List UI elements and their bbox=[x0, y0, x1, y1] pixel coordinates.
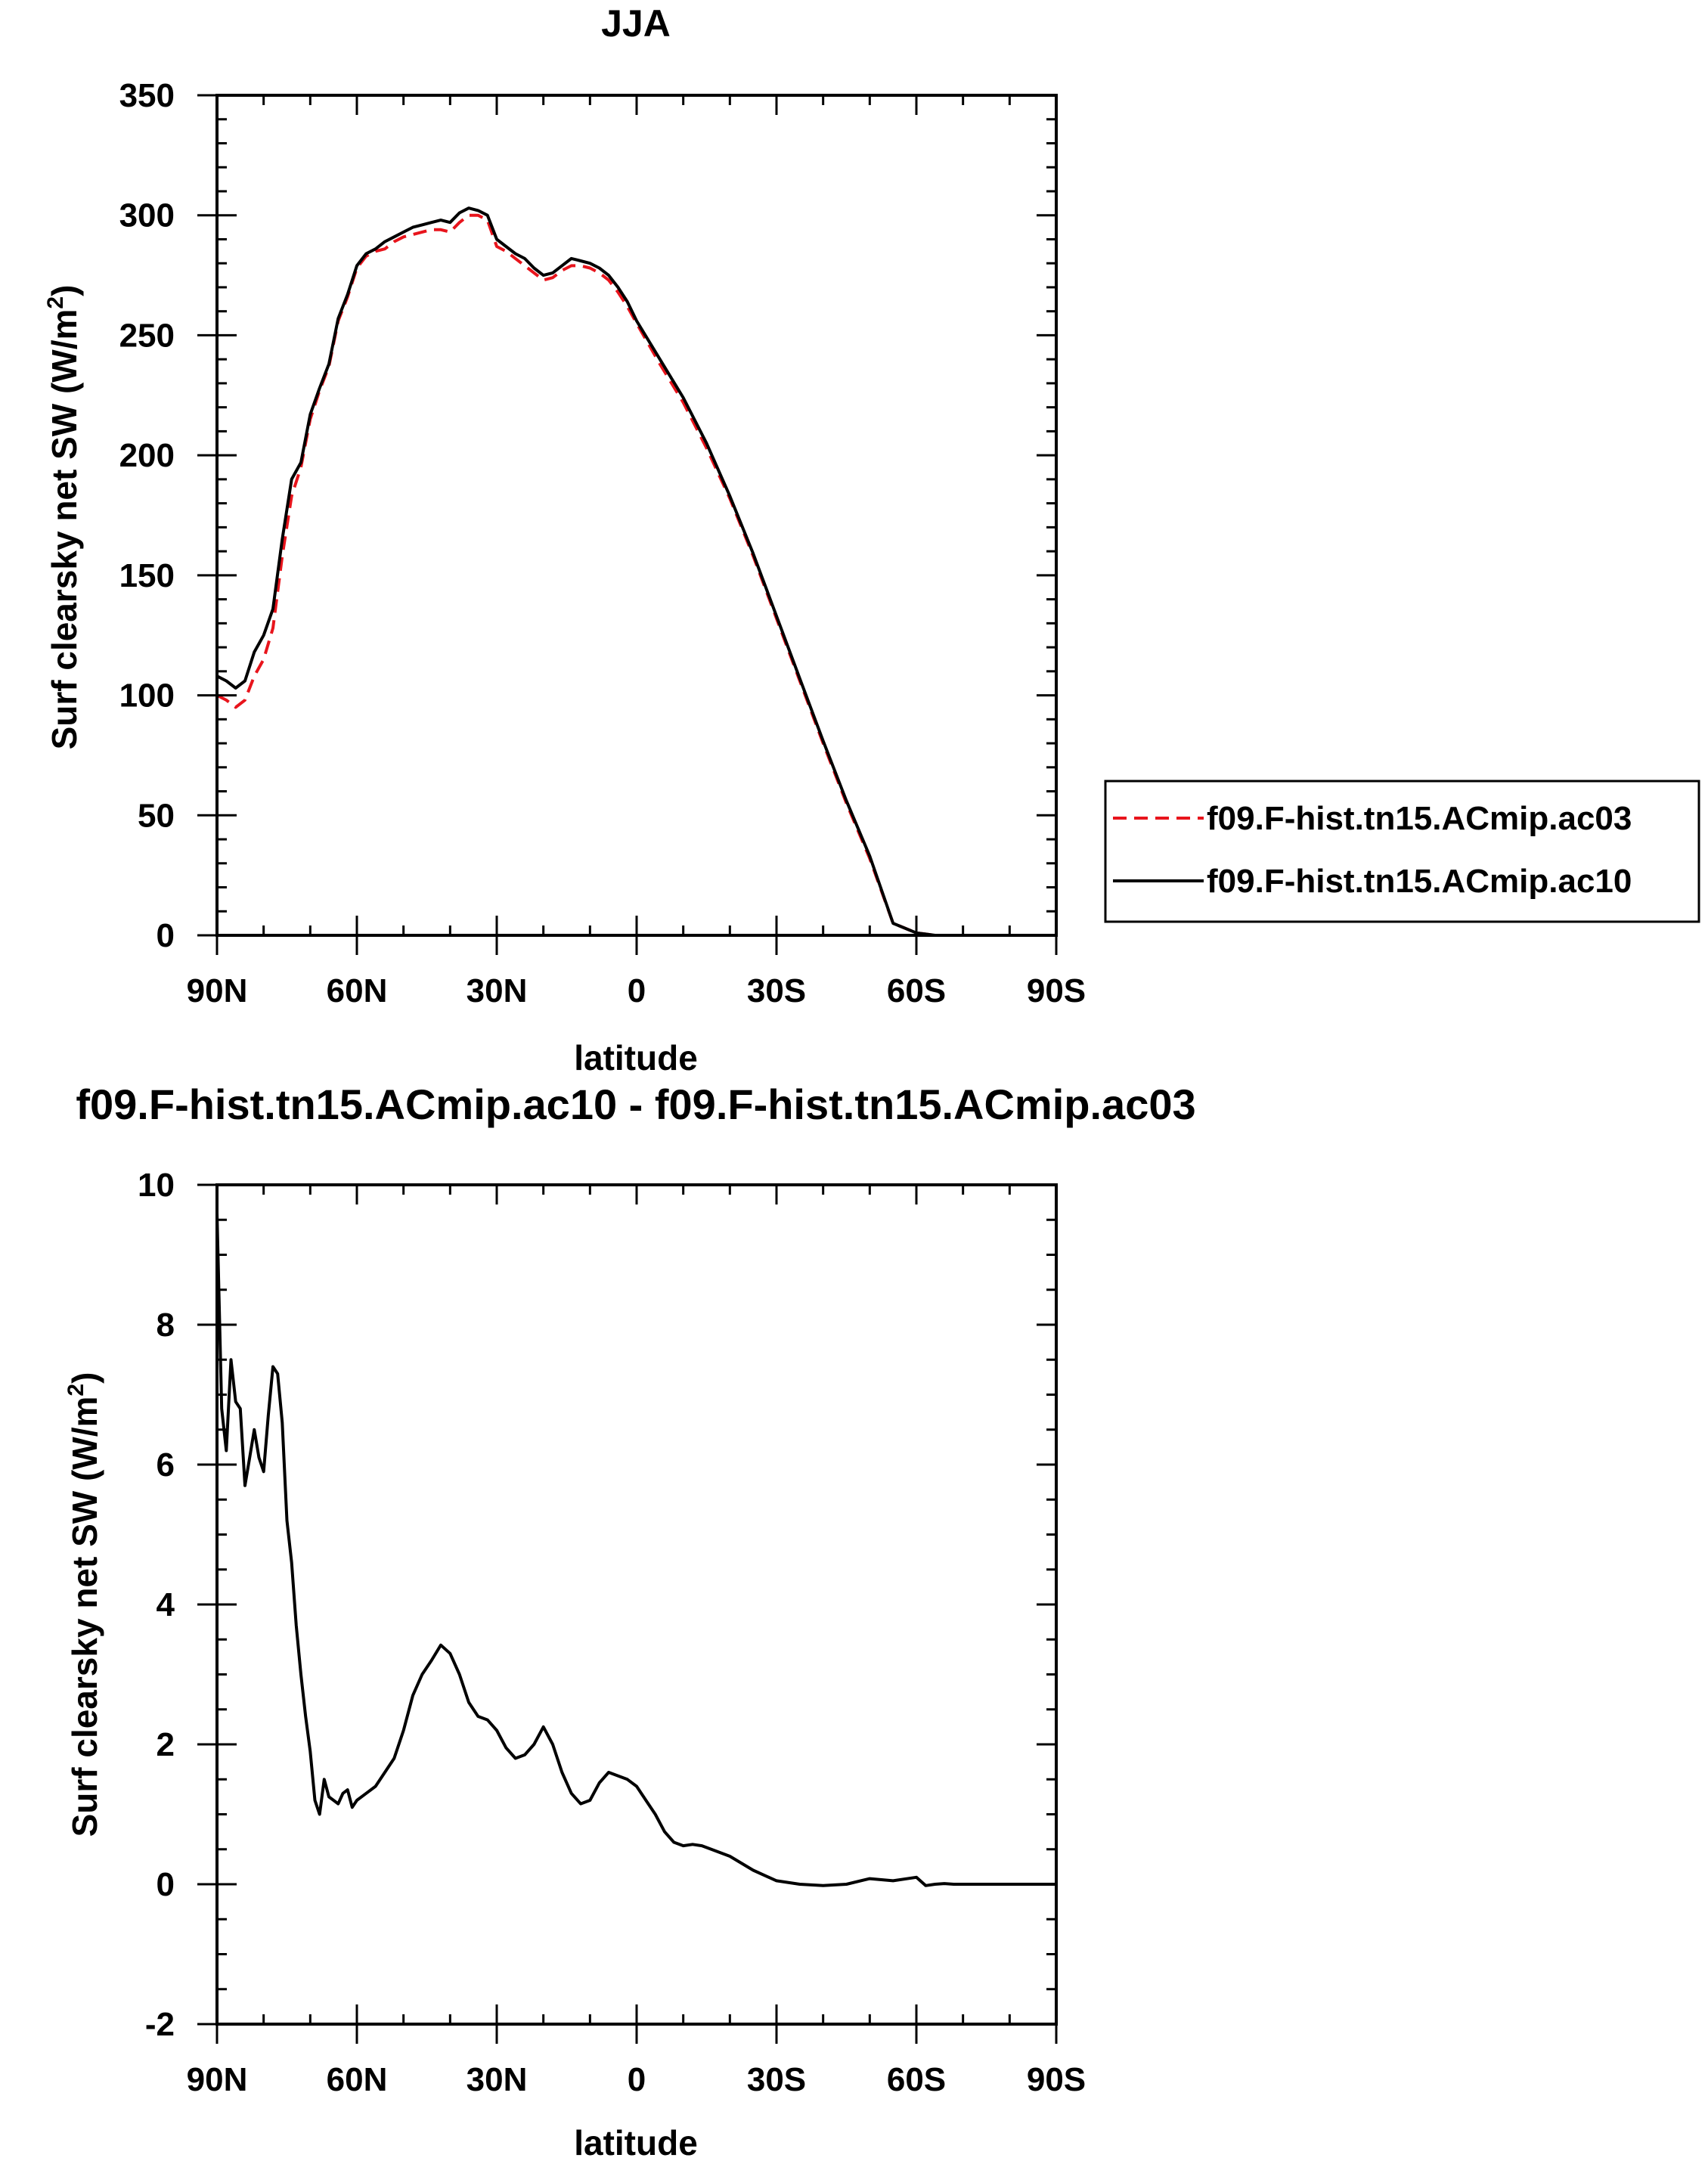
top-x-tick-label: 60S bbox=[887, 972, 946, 1009]
top-x-tick-label: 60N bbox=[327, 972, 388, 1009]
top-y-axis-title: Surf clearsky net SW (W/m2) bbox=[43, 285, 84, 750]
bottom-x-tick-label: 90S bbox=[1027, 2061, 1086, 2098]
top-y-tick-label: 0 bbox=[157, 917, 175, 954]
top-x-tick-label: 90S bbox=[1027, 972, 1086, 1009]
top-y-tick-label: 100 bbox=[119, 677, 175, 715]
top-x-tick-label: 90N bbox=[187, 972, 248, 1009]
bottom-y-tick-label: 10 bbox=[138, 1167, 175, 1204]
top-series-line-ac10 bbox=[216, 206, 1056, 937]
bottom-plot-frame bbox=[215, 1183, 1058, 2026]
top-y-axis-title-superscript: 2 bbox=[43, 296, 68, 309]
top-y-tick-label: 300 bbox=[119, 197, 175, 234]
top-y-axis-title-main: Surf clearsky net SW (W/m bbox=[45, 309, 84, 750]
top-y-tick-label: 50 bbox=[138, 797, 175, 834]
bottom-y-tick-label: 6 bbox=[157, 1446, 175, 1483]
top-plot-frame bbox=[215, 94, 1058, 937]
top-x-tick-label: 0 bbox=[628, 972, 646, 1009]
top-x-axis: 90N 60N 30N 0 30S 60S 90S bbox=[187, 95, 1086, 1009]
bottom-chart-title: f09.F-hist.tn15.ACmip.ac10 - f09.F-hist.… bbox=[76, 1080, 1195, 1128]
bottom-y-tick-label: -2 bbox=[145, 2006, 175, 2043]
bottom-y-tick-label: 0 bbox=[157, 1866, 175, 1903]
bottom-x-tick-label: 60N bbox=[327, 2061, 388, 2098]
legend-box bbox=[1104, 780, 1700, 923]
bottom-series-line-difference bbox=[215, 1212, 1056, 1887]
bottom-x-axis-title: latitude bbox=[574, 2123, 698, 2162]
bottom-x-tick-label: 30N bbox=[467, 2061, 528, 2098]
bottom-y-tick-label: 8 bbox=[157, 1307, 175, 1344]
legend-label-ac10: f09.F-hist.tn15.ACmip.ac10 bbox=[1207, 863, 1632, 900]
bottom-y-axis-title: Surf clearsky net SW (W/m2) bbox=[64, 1372, 104, 1837]
top-chart-title: JJA bbox=[601, 2, 671, 45]
top-chart: JJA 0 50 100 150 200 250 300 350 90N 60N 30N 0 30S 6… bbox=[43, 2, 1700, 1077]
bottom-x-tick-label: 30S bbox=[747, 2061, 806, 2098]
bottom-chart: f09.F-hist.tn15.ACmip.ac10 - f09.F-hist.… bbox=[64, 1080, 1196, 2162]
bottom-y-axis-title-end: ) bbox=[65, 1372, 104, 1384]
bottom-x-tick-label: 0 bbox=[628, 2061, 646, 2098]
top-y-tick-label: 200 bbox=[119, 437, 175, 474]
bottom-y-tick-label: 4 bbox=[157, 1586, 175, 1623]
top-plot-area bbox=[216, 206, 1056, 937]
top-x-tick-label: 30S bbox=[747, 972, 806, 1009]
bottom-x-tick-label: 90N bbox=[187, 2061, 248, 2098]
bottom-y-axis-title-main: Surf clearsky net SW (W/m bbox=[65, 1397, 104, 1837]
top-y-tick-label: 150 bbox=[119, 557, 175, 594]
legend: f09.F-hist.tn15.ACmip.ac03 f09.F-hist.tn… bbox=[1104, 780, 1700, 923]
top-y-axis: 0 50 100 150 200 250 300 350 bbox=[119, 77, 1056, 954]
bottom-x-axis: 90N 60N 30N 0 30S 60S 90S bbox=[187, 1185, 1086, 2098]
bottom-plot-area bbox=[215, 1212, 1056, 1887]
bottom-y-axis: -2 0 2 4 6 8 10 bbox=[138, 1167, 1056, 2043]
top-y-tick-label: 350 bbox=[119, 77, 175, 114]
legend-label-ac03: f09.F-hist.tn15.ACmip.ac03 bbox=[1207, 800, 1632, 837]
top-y-tick-label: 250 bbox=[119, 317, 175, 354]
top-y-axis-title-end: ) bbox=[45, 285, 84, 296]
top-x-tick-label: 30N bbox=[467, 972, 528, 1009]
bottom-x-tick-label: 60S bbox=[887, 2061, 946, 2098]
top-x-axis-title: latitude bbox=[574, 1038, 698, 1077]
bottom-y-axis-title-superscript: 2 bbox=[64, 1384, 88, 1397]
bottom-y-tick-label: 2 bbox=[157, 1726, 175, 1763]
